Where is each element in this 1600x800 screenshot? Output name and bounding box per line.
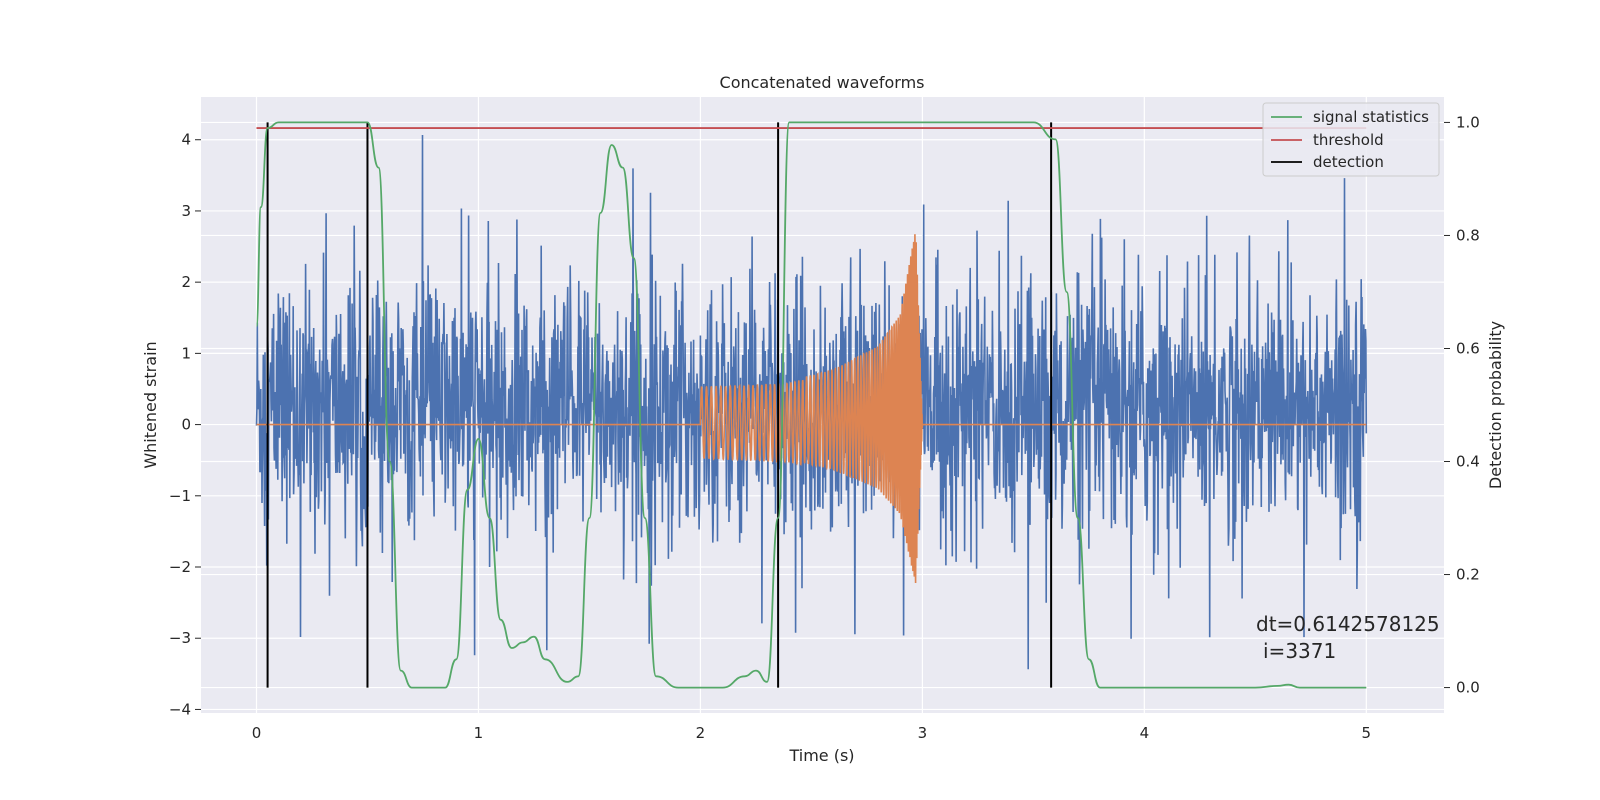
x-tick-label: 4 (1140, 724, 1150, 742)
strain-line (255, 134, 1368, 670)
injection-line (256, 234, 1367, 584)
legend-label-detection: detection (1313, 153, 1384, 171)
y-tick-label: 2 (181, 273, 191, 291)
legend-box (1262, 102, 1440, 177)
y-tick-label: −3 (169, 629, 191, 647)
annotation-dt: dt=0.6142578125 (1256, 612, 1440, 636)
x-tick-label: 2 (696, 724, 706, 742)
y2-tick-label: 0.6 (1456, 339, 1480, 357)
chart-title: Concatenated waveforms (720, 73, 925, 92)
y2-tick-label: 0.8 (1456, 226, 1480, 244)
x-tick-label: 1 (474, 724, 484, 742)
y2-tick-label: 1.0 (1456, 113, 1480, 131)
detection-lines (266, 122, 1053, 688)
y-tick-label: −1 (169, 487, 191, 505)
y2-axis-label: Detection probability (1486, 321, 1505, 489)
legend: signal statistics threshold detection (1262, 102, 1440, 177)
x-tick-label: 5 (1362, 724, 1372, 742)
x-tick-label: 3 (918, 724, 928, 742)
tick-labels: 0 1 2 3 4 5 −4 −3 −2 −1 0 1 2 3 4 0.0 0.2 0.4 0.6 0.8 1.0 (169, 113, 1480, 742)
annotation-index: i=3371 (1263, 639, 1336, 663)
signal-statistics-group (255, 121, 1367, 689)
y-tick-label: 4 (181, 131, 191, 149)
x-axis-label: Time (s) (788, 746, 854, 765)
injected-waveform-series (256, 234, 1367, 584)
y2-tick-label: 0.2 (1456, 566, 1480, 584)
whitened-strain-series (255, 134, 1368, 670)
y-tick-label: −4 (169, 700, 191, 718)
y-tick-label: 0 (181, 416, 191, 434)
legend-label-signal-statistics: signal statistics (1313, 108, 1429, 126)
x-tick-label: 0 (252, 724, 262, 742)
y2-tick-label: 0.4 (1456, 453, 1480, 471)
y-tick-label: 3 (181, 202, 191, 220)
y2-tick-label: 0.0 (1456, 679, 1480, 697)
y-axis-label: Whitened strain (141, 341, 160, 468)
legend-label-threshold: threshold (1313, 131, 1384, 149)
signal-statistics-line (255, 121, 1367, 689)
y-tick-label: 1 (181, 344, 191, 362)
y-tick-label: −2 (169, 558, 191, 576)
